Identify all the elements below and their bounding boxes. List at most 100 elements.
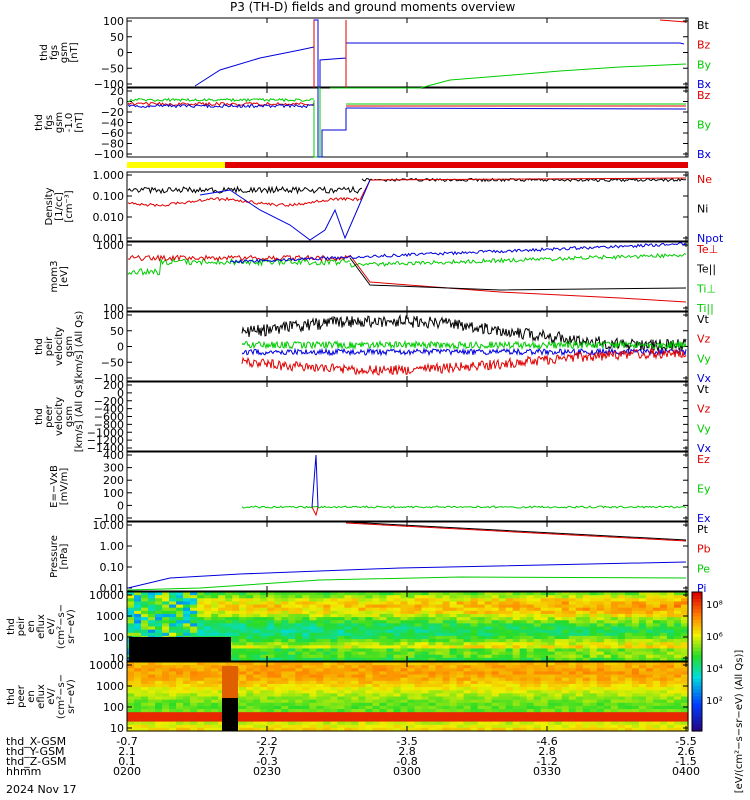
heatmap-cell bbox=[162, 677, 170, 682]
y-axis-label: thd bbox=[34, 408, 45, 425]
heatmap-cell bbox=[589, 693, 598, 698]
heatmap-cell bbox=[239, 671, 247, 676]
heatmap-cell bbox=[477, 657, 486, 662]
heatmap-cell bbox=[512, 642, 521, 646]
heatmap-cell bbox=[246, 677, 254, 682]
heatmap-cell bbox=[638, 626, 647, 631]
heatmap-cell bbox=[617, 715, 626, 720]
heatmap-cell bbox=[344, 620, 352, 624]
heatmap-cell bbox=[309, 642, 317, 646]
heatmap-cell bbox=[526, 607, 535, 612]
heatmap-cell bbox=[372, 727, 381, 732]
heatmap-cell bbox=[680, 598, 689, 603]
heatmap-cell bbox=[407, 610, 416, 615]
heatmap-cell bbox=[491, 648, 500, 653]
heatmap-cell bbox=[603, 680, 612, 685]
heatmap-cell bbox=[393, 677, 402, 682]
heatmap-cell bbox=[547, 727, 556, 732]
heatmap-cell bbox=[260, 610, 268, 615]
heatmap-cell bbox=[596, 642, 605, 646]
heatmap-cell bbox=[288, 592, 296, 596]
heatmap-cell bbox=[435, 671, 444, 676]
heatmap-cell bbox=[148, 687, 156, 691]
heatmap-cell bbox=[323, 635, 331, 640]
heatmap-cell bbox=[183, 702, 191, 707]
heatmap-cell bbox=[323, 699, 331, 704]
heatmap-cell bbox=[288, 683, 296, 688]
heatmap-cell bbox=[526, 687, 535, 691]
heatmap-cell bbox=[379, 654, 388, 659]
heatmap-cell bbox=[316, 712, 324, 716]
heatmap-cell bbox=[519, 671, 528, 676]
heatmap-cell bbox=[274, 617, 282, 621]
series-Vz bbox=[241, 347, 687, 376]
heatmap-cell bbox=[673, 721, 682, 726]
heatmap-cell bbox=[337, 610, 345, 615]
heatmap-cell bbox=[295, 693, 303, 698]
heatmap-cell bbox=[470, 690, 479, 694]
heatmap-cell bbox=[379, 610, 388, 615]
heatmap-cell bbox=[127, 632, 135, 637]
heatmap-cell bbox=[540, 632, 549, 637]
heatmap-cell bbox=[673, 620, 682, 624]
heatmap-cell bbox=[680, 626, 689, 631]
heatmap-cell bbox=[498, 613, 507, 618]
heatmap-cell bbox=[400, 665, 409, 669]
heatmap-cell bbox=[295, 715, 303, 720]
heatmap-cell bbox=[246, 654, 254, 659]
heatmap-cell bbox=[274, 693, 282, 698]
heatmap-cell bbox=[477, 607, 486, 612]
heatmap-cell bbox=[365, 680, 374, 685]
heatmap-cell bbox=[386, 601, 395, 606]
heatmap-cell bbox=[344, 657, 352, 662]
heatmap-cell bbox=[526, 648, 535, 653]
heatmap-cell bbox=[638, 665, 647, 669]
heatmap-cell bbox=[148, 718, 156, 723]
heatmap-cell bbox=[288, 604, 296, 609]
heatmap-cell bbox=[414, 635, 423, 640]
heatmap-cell bbox=[344, 709, 352, 713]
heatmap-cell bbox=[428, 683, 437, 688]
heatmap-cell bbox=[176, 696, 184, 701]
heatmap-cell bbox=[526, 693, 535, 698]
heatmap-cell bbox=[274, 639, 282, 643]
heatmap-cell bbox=[246, 626, 254, 631]
heatmap-cell bbox=[477, 727, 486, 732]
heatmap-cell bbox=[393, 709, 402, 713]
heatmap-cell bbox=[505, 623, 514, 628]
heatmap-cell bbox=[351, 617, 360, 621]
heatmap-cell bbox=[253, 635, 261, 640]
heatmap-cell bbox=[344, 610, 352, 615]
heatmap-cell bbox=[274, 665, 282, 669]
heatmap-cell bbox=[477, 623, 486, 628]
heatmap-cell bbox=[666, 687, 675, 691]
heatmap-cell bbox=[148, 610, 156, 615]
heatmap-cell bbox=[379, 690, 388, 694]
heatmap-cell bbox=[197, 687, 205, 691]
heatmap-cell bbox=[176, 620, 184, 624]
heatmap-cell bbox=[442, 648, 451, 653]
x-row-value: 0200 bbox=[113, 765, 141, 778]
heatmap-cell bbox=[302, 671, 310, 676]
heatmap-cell bbox=[561, 648, 570, 653]
heatmap-cell bbox=[477, 651, 486, 656]
heatmap-cell bbox=[197, 683, 205, 688]
heatmap-cell bbox=[141, 674, 149, 679]
heatmap-cell bbox=[351, 683, 360, 688]
heatmap-cell bbox=[491, 671, 500, 676]
heatmap-cell bbox=[561, 702, 570, 707]
heatmap-cell bbox=[456, 645, 465, 650]
heatmap-cell bbox=[134, 662, 142, 666]
heatmap-cell bbox=[302, 620, 310, 624]
heatmap-cell bbox=[274, 690, 282, 694]
heatmap-cell bbox=[337, 613, 345, 618]
heatmap-cell bbox=[638, 699, 647, 704]
heatmap-cells-2 bbox=[127, 662, 689, 732]
heatmap-cell bbox=[267, 654, 275, 659]
heatmap-cell bbox=[610, 687, 619, 691]
heatmap-cell bbox=[323, 654, 331, 659]
heatmap-cell bbox=[624, 654, 633, 659]
heatmap-cell bbox=[232, 648, 240, 653]
heatmap-cell bbox=[316, 629, 324, 634]
heatmap-cell bbox=[218, 705, 226, 710]
